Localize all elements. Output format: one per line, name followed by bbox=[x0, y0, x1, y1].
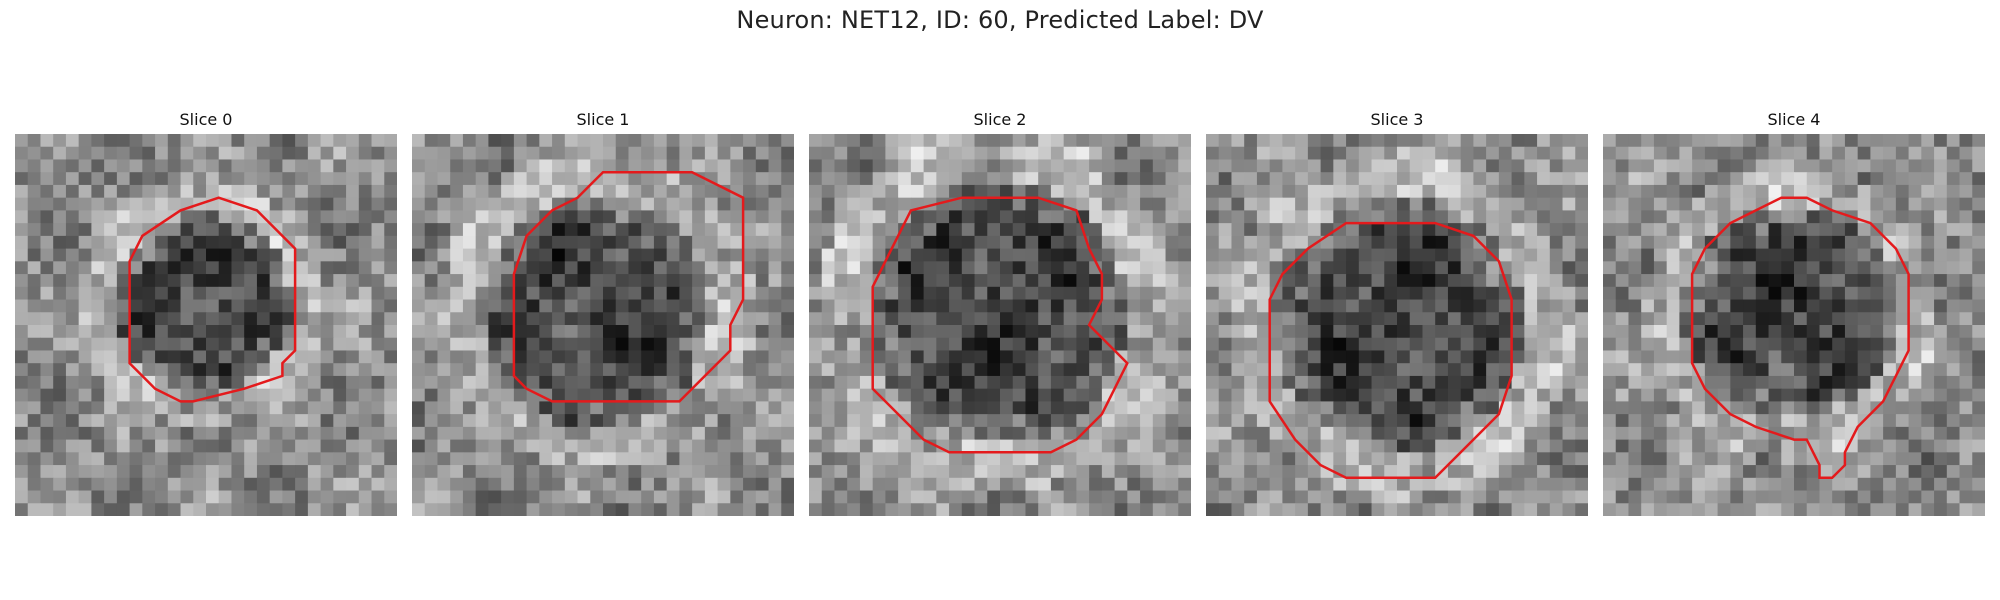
segmentation-contour bbox=[512, 170, 745, 403]
slice-panel-2: Slice 2 bbox=[809, 108, 1191, 516]
microscopy-image bbox=[1206, 134, 1588, 516]
segmentation-contour bbox=[871, 196, 1129, 454]
segmentation-contour bbox=[1268, 221, 1513, 480]
slice-title: Slice 3 bbox=[1370, 110, 1424, 129]
slice-panel-4: Slice 4 bbox=[1603, 108, 1985, 516]
slice-image-1 bbox=[412, 134, 794, 516]
slice-title: Slice 4 bbox=[1767, 110, 1821, 129]
slice-title: Slice 2 bbox=[973, 110, 1027, 129]
slice-image-4 bbox=[1603, 134, 1985, 516]
slice-image-2 bbox=[809, 134, 1191, 516]
slice-title: Slice 0 bbox=[179, 110, 233, 129]
microscopy-image bbox=[809, 134, 1191, 516]
figure-title: Neuron: NET12, ID: 60, Predicted Label: … bbox=[736, 6, 1264, 34]
slice-image-0 bbox=[15, 134, 397, 516]
slice-panel-3: Slice 3 bbox=[1206, 108, 1588, 516]
microscopy-image bbox=[15, 134, 397, 516]
slice-panel-0: Slice 0 bbox=[15, 108, 397, 516]
segmentation-contour bbox=[1690, 196, 1910, 480]
slice-image-3 bbox=[1206, 134, 1588, 516]
slice-panel-1: Slice 1 bbox=[412, 108, 794, 516]
microscopy-image bbox=[412, 134, 794, 516]
segmentation-contour bbox=[128, 196, 297, 403]
slice-title: Slice 1 bbox=[576, 110, 630, 129]
microscopy-image bbox=[1603, 134, 1985, 516]
